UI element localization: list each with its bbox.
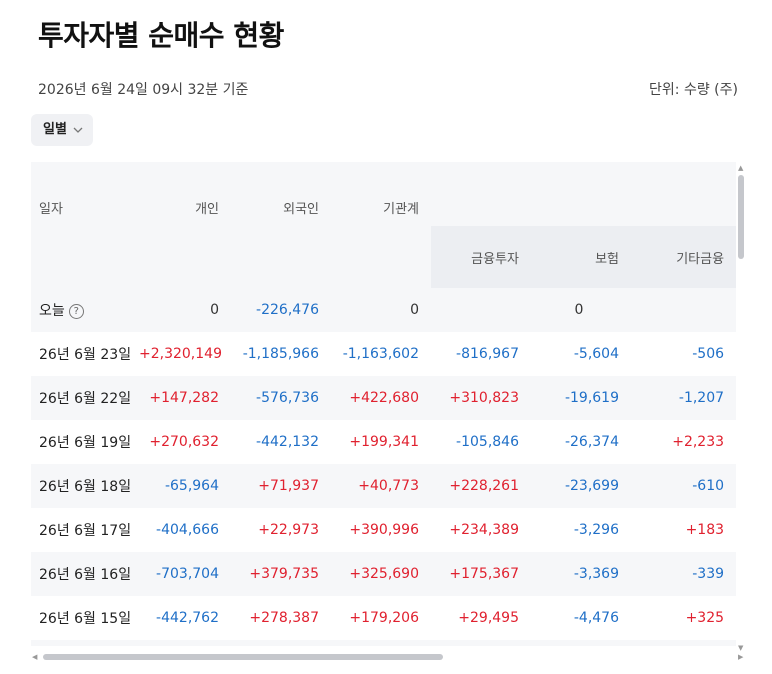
value-cell: -816,967 xyxy=(431,332,531,376)
value-cell: +325,690 xyxy=(331,552,431,596)
value-cell: +71,937 xyxy=(231,464,331,508)
data-row: 26년 6월 18일 -65,964 +71,937 +40,773 +228,261-… xyxy=(31,464,736,508)
value-cell: +379,735 xyxy=(231,552,331,596)
value-cell: -26,374 xyxy=(531,420,631,464)
value-cell: +183 xyxy=(631,508,736,552)
value-cell: -19,619 xyxy=(531,376,631,420)
value-cell: -404,666 xyxy=(131,508,231,552)
value-cell: +175,367 xyxy=(431,552,531,596)
header-spacer xyxy=(431,162,736,227)
subheader-row: 금융투자 보험 기타금융 xyxy=(31,226,736,288)
value-cell: +2,320,149 xyxy=(131,332,231,376)
column-header: 개인 xyxy=(131,162,231,288)
value-cell: +270,632 xyxy=(131,420,231,464)
value-cell: 0 xyxy=(531,288,631,332)
date-cell: 26년 6월 12일 xyxy=(31,640,131,646)
value-cell: +147,282 xyxy=(131,376,231,420)
column-header: 일자 xyxy=(31,162,131,288)
date-cell: 26년 6월 22일 xyxy=(31,376,131,420)
date-cell: 26년 6월 17일 xyxy=(31,508,131,552)
value-cell: -339 xyxy=(631,552,736,596)
scroll-arrow[interactable]: ◀ xyxy=(32,653,38,661)
column-header: 외국인 xyxy=(231,162,331,288)
value-cell: +199,341 xyxy=(331,420,431,464)
value-cell: 0 xyxy=(331,288,431,332)
investor-table: 일자 개인 외국인 기관계 금융투자 보험 기타금융 오늘? 0 -226,476 0 0 26년 6… xyxy=(31,162,736,646)
value-cell: +234,389 xyxy=(431,508,531,552)
value-cell: -226,476 xyxy=(231,288,331,332)
value-cell xyxy=(631,288,736,332)
value-cell: 0 xyxy=(131,288,231,332)
value-cell: -610 xyxy=(631,464,736,508)
value-cell: +325 xyxy=(631,596,736,640)
value-cell: -1,185,966 xyxy=(231,332,331,376)
data-row: 26년 6월 22일 +147,282 -576,736 +422,680 +310,8… xyxy=(31,376,736,420)
value-cell: +278,387 xyxy=(231,596,331,640)
value-cell: -442,132 xyxy=(231,420,331,464)
value-cell: +422,680 xyxy=(331,376,431,420)
column-header: 기관계 xyxy=(331,162,431,288)
column-header: 금융투자 xyxy=(431,226,531,288)
scroll-arrow[interactable]: ▶ xyxy=(738,653,744,661)
value-cell: -1,163,602 xyxy=(331,332,431,376)
value-cell: -105,846 xyxy=(431,420,531,464)
value-cell: -506 xyxy=(631,332,736,376)
value-cell: +228,261 xyxy=(431,464,531,508)
column-header: 보험 xyxy=(531,226,631,288)
date-cell: 26년 6월 23일 xyxy=(31,332,131,376)
value-cell xyxy=(431,288,531,332)
data-row: 26년 6월 15일 -442,762 +278,387 +179,206 +29,49… xyxy=(31,596,736,640)
value-cell: +2,233 xyxy=(631,420,736,464)
value-cell: -1,207 xyxy=(631,376,736,420)
date-cell: 26년 6월 15일 xyxy=(31,596,131,640)
today-row: 오늘? 0 -226,476 0 0 xyxy=(31,288,736,332)
value-cell: -576,736 xyxy=(231,376,331,420)
value-cell: -3,296 xyxy=(531,508,631,552)
value-cell: +22,973 xyxy=(231,508,331,552)
date-cell: 26년 6월 16일 xyxy=(31,552,131,596)
data-row: 26년 6월 16일 -703,704 +379,735 +325,690 +175,3… xyxy=(31,552,736,596)
value-cell: +547,466 xyxy=(431,640,531,646)
date-cell: 26년 6월 19일 xyxy=(31,420,131,464)
column-header: 기타금융 xyxy=(631,226,736,288)
value-cell: -703,704 xyxy=(131,552,231,596)
chevron-icon xyxy=(73,127,83,133)
horizontal-scrollbar[interactable] xyxy=(43,654,443,660)
value-cell: -65,964 xyxy=(131,464,231,508)
value-cell: -3,369 xyxy=(531,552,631,596)
table-container: 일자 개인 외국인 기관계 금융투자 보험 기타금융 오늘? 0 -226,476 0 0 26년 6… xyxy=(31,162,736,646)
header-row: 일자 개인 외국인 기관계 xyxy=(31,162,736,288)
value-cell: +310,823 xyxy=(431,376,531,420)
value-cell: -282,567 xyxy=(331,640,431,646)
date-cell: 오늘? xyxy=(31,288,131,332)
vertical-scrollbar[interactable] xyxy=(738,175,744,259)
value-cell: +623,858 xyxy=(231,640,331,646)
help-icon: ? xyxy=(68,304,84,319)
scroll-arrow[interactable]: ▲ xyxy=(738,164,744,172)
value-cell: +390,996 xyxy=(331,508,431,552)
dropdown-label: 일별 xyxy=(43,122,67,137)
value-cell: -2,217 xyxy=(531,640,631,646)
data-row: 26년 6월 12일-312,886+623,858-282,567+547,4… xyxy=(31,640,736,646)
value-cell: -5,604 xyxy=(531,332,631,376)
data-row: 26년 6월 19일 +270,632 -442,132 +199,341 -105,8… xyxy=(31,420,736,464)
value-cell: -276 xyxy=(631,640,736,646)
value-cell: +29,495 xyxy=(431,596,531,640)
value-cell: -4,476 xyxy=(531,596,631,640)
unit-note: 단위: 수량 (주) xyxy=(649,82,738,98)
timestamp: 2026년 6월 24일 09시 32분 기준 xyxy=(38,82,249,98)
data-row: 26년 6월 17일 -404,666 +22,973 +390,996 +234,38… xyxy=(31,508,736,552)
value-cell: +179,206 xyxy=(331,596,431,640)
data-row: 26년 6월 23일 +2,320,149 -1,185,966 -1,163,602… xyxy=(31,332,736,376)
value-cell: -442,762 xyxy=(131,596,231,640)
value-cell: -23,699 xyxy=(531,464,631,508)
value-cell: -312,886 xyxy=(131,640,231,646)
scroll-arrow[interactable]: ▼ xyxy=(738,644,744,652)
page-title: 투자자별 순매수 현황 xyxy=(38,19,284,52)
period-dropdown[interactable]: 일별 xyxy=(31,114,93,146)
value-cell: +40,773 xyxy=(331,464,431,508)
date-cell: 26년 6월 18일 xyxy=(31,464,131,508)
